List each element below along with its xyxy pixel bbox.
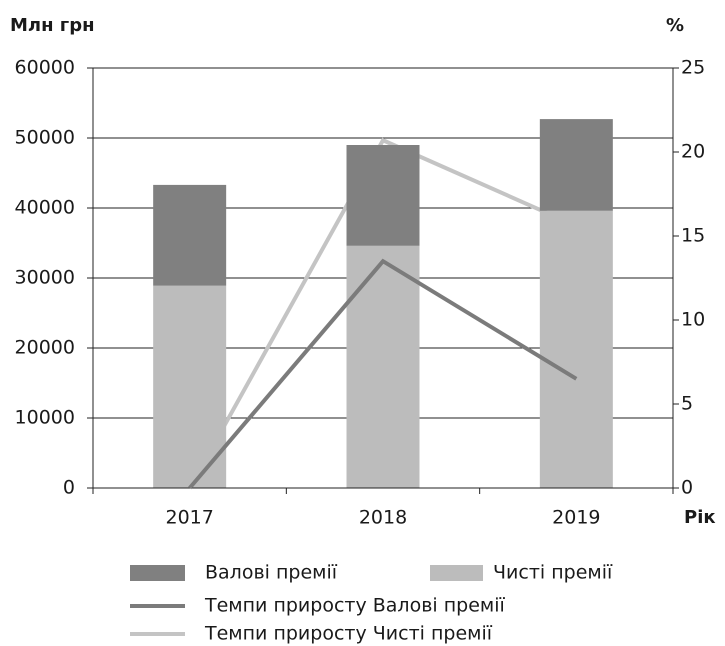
y2-tick-label: 10 (681, 309, 705, 331)
y-tick-label: 50000 (15, 127, 75, 149)
legend-label: Темпи приросту Чисті премії (204, 623, 493, 645)
legend-label: Темпи приросту Валові премії (204, 595, 506, 617)
y2-tick-label: 15 (681, 225, 705, 247)
y2-tick-label: 20 (681, 141, 705, 163)
x-tick-label: 2017 (165, 507, 213, 529)
bar (153, 184, 227, 286)
x-tick-label: 2019 (552, 507, 600, 529)
line-series (187, 137, 578, 489)
x-tick-label: 2018 (359, 507, 407, 529)
legend-swatch (130, 565, 185, 581)
y-tick-label: 30000 (15, 267, 75, 289)
line-series (188, 258, 578, 490)
y2-tick-label: 5 (681, 393, 693, 415)
y-tick-label: 0 (63, 477, 75, 499)
bar (153, 285, 227, 488)
bar (539, 119, 613, 211)
y2-tick-label: 25 (681, 57, 705, 79)
bar (539, 210, 613, 489)
x-axis-label: Рік (684, 507, 716, 528)
y-tick-label: 40000 (15, 197, 75, 219)
bar (346, 145, 420, 246)
y-tick-label: 20000 (15, 337, 75, 359)
bar (346, 245, 420, 488)
y-tick-label: 60000 (15, 57, 75, 79)
legend-label: Чисті премії (493, 562, 613, 584)
y-tick-label: 10000 (15, 407, 75, 429)
legend-swatch (430, 565, 483, 581)
y2-tick-label: 0 (681, 477, 693, 499)
legend-label: Валові премії (205, 562, 338, 584)
y-axis-label: Млн грн (10, 15, 95, 36)
y2-axis-label: % (666, 15, 684, 36)
